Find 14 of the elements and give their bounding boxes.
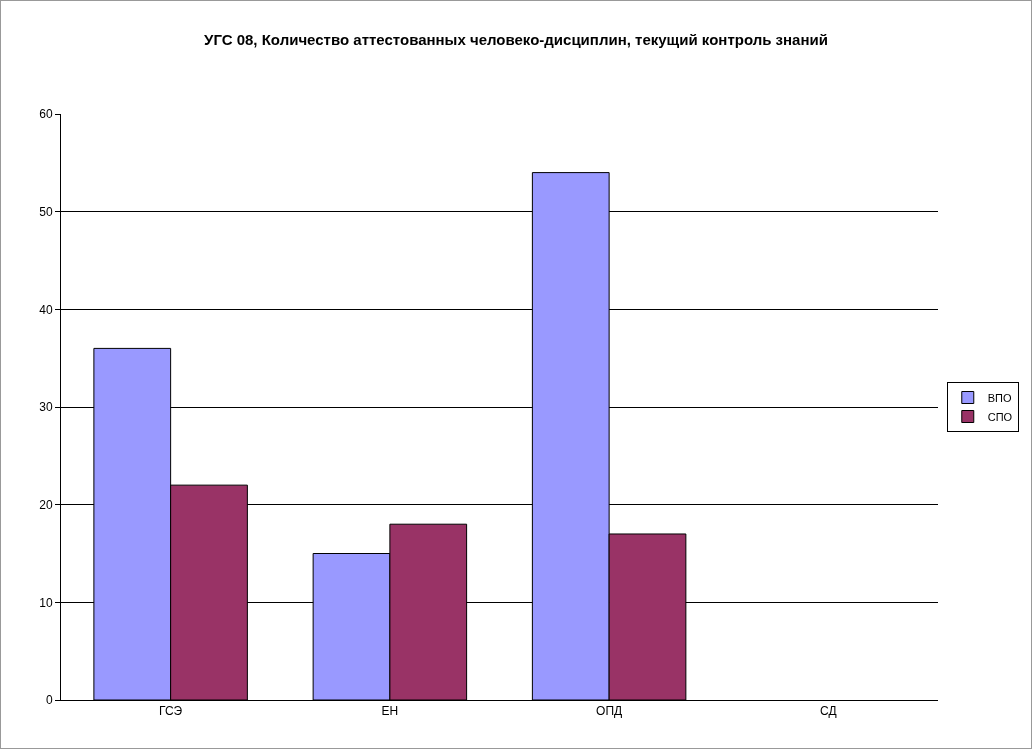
x-tick-label: ГСЭ — [159, 704, 183, 719]
y-tick-label: 50 — [39, 204, 53, 219]
y-tick-label: 60 — [39, 107, 53, 122]
y-tick-label: 10 — [39, 595, 53, 610]
y-tick-label: 40 — [39, 302, 53, 317]
x-tick-label: ОПД — [596, 704, 623, 719]
x-tick-label: СД — [820, 704, 837, 719]
y-tick-label: 30 — [39, 400, 53, 415]
y-tick-label: 20 — [39, 497, 53, 512]
x-tick-label: ЕН — [381, 704, 399, 719]
legend-label: ВПО — [987, 391, 1013, 404]
chart-title: УГС 08, Количество аттестованных человеко-дисциплин, текущий контроль знаний — [204, 31, 828, 49]
legend-label: СПО — [987, 410, 1013, 423]
y-tick-label: 0 — [45, 693, 53, 708]
